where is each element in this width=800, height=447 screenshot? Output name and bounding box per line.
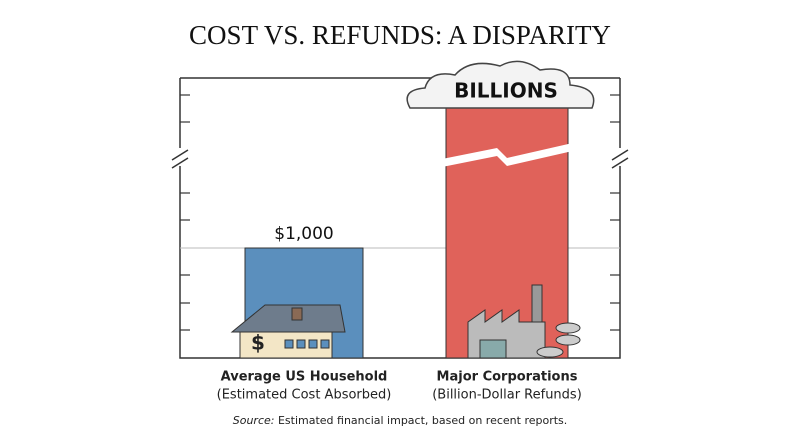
svg-text:$: $ [251, 331, 265, 355]
axis-break [437, 142, 577, 168]
value-label: BILLIONS [454, 79, 558, 103]
source-label: Source: [233, 414, 275, 427]
category-note: (Billion-Dollar Refunds) [432, 388, 582, 403]
x-tick-label: Major Corporations [437, 370, 578, 385]
bars [180, 104, 620, 359]
chart-title: COST VS. REFUNDS: A DISPARITY [189, 20, 611, 50]
source: Source: Estimated financial impact, base… [233, 414, 568, 427]
factory-icon [467, 284, 581, 359]
house-icon: $ [230, 304, 346, 359]
x-tick-label: Average US Household [221, 370, 388, 385]
source-text: Estimated financial impact, based on rec… [278, 414, 567, 427]
category-note: (Estimated Cost Absorbed) [217, 388, 392, 403]
value-label: $1,000 [274, 224, 333, 244]
broken-bar [445, 104, 569, 359]
cloud [406, 60, 595, 109]
axis-ticks [180, 94, 620, 331]
